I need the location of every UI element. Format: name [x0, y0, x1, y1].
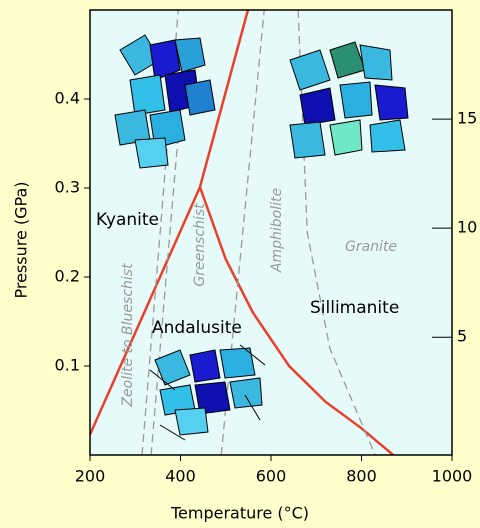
facies-label: Amphibolite — [269, 188, 285, 273]
chart: Temperature (°C) Pressure (GPa) 200 400 60… — [0, 0, 480, 528]
y2-tick-label: 10 — [457, 218, 477, 237]
y-axis-label: Pressure (GPa) — [12, 181, 31, 298]
facies-label: Zeolite to Blueschist — [120, 263, 136, 408]
y-tick-label: 0.3 — [55, 178, 80, 197]
facies-label: Granite — [345, 239, 397, 255]
y-tick-label: 0.2 — [55, 267, 80, 286]
y-tick-label: 0.1 — [55, 356, 80, 375]
x-axis-label: Temperature (°C) — [170, 504, 309, 523]
y-tick-label: 0.4 — [55, 89, 80, 108]
phase-label: Sillimanite — [310, 298, 399, 318]
x-tick-label: 600 — [256, 467, 287, 486]
y2-tick-label: 15 — [457, 109, 477, 128]
facies-label: Greenschist — [192, 203, 208, 287]
x-tick-label: 800 — [346, 467, 377, 486]
x-tick-label: 200 — [75, 467, 106, 486]
y2-tick-label: 5 — [457, 327, 467, 346]
x-tick-label: 1000 — [432, 467, 473, 486]
x-tick-label: 400 — [165, 467, 196, 486]
phase-label: Kyanite — [96, 210, 159, 230]
page: {"chart_data": {"type": "line", "x_label… — [0, 0, 480, 528]
phase-label: Andalusite — [152, 318, 242, 338]
